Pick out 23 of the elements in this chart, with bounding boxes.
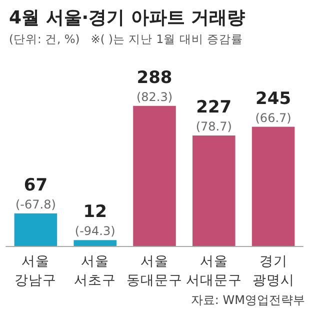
annotation: (78.7) bbox=[196, 120, 232, 134]
data-label: 288 bbox=[136, 68, 172, 88]
chart-subtitle: (단위: 건, %) ※( )는 지난 1월 대비 증감률 bbox=[9, 32, 243, 46]
data-label: 227 bbox=[196, 98, 232, 118]
bar bbox=[14, 213, 58, 246]
bar bbox=[74, 240, 116, 246]
bar bbox=[252, 126, 295, 246]
annotation: (66.7) bbox=[255, 110, 292, 125]
text: 자료: WM영업전략부 bbox=[190, 293, 305, 307]
x-tick-label: 경기 광명시 bbox=[252, 254, 294, 288]
bar bbox=[133, 106, 176, 246]
annotation: (82.3) bbox=[136, 90, 173, 104]
x-tick-label: 서울 서대문구 bbox=[186, 254, 242, 288]
x-tick-label: 서울 강남구 bbox=[14, 254, 57, 288]
data-label: 67 bbox=[24, 175, 48, 196]
chart-title: 4월 서울·경기 아파트 거래량 bbox=[9, 8, 246, 28]
annotation: (-67.8) bbox=[15, 197, 56, 212]
annotation: (-94.3) bbox=[74, 224, 116, 238]
data-label: 12 bbox=[83, 202, 107, 222]
data-label: 245 bbox=[256, 88, 292, 109]
x-tick-label: 서울 동대문구 bbox=[126, 254, 182, 288]
bar bbox=[192, 136, 236, 246]
x-tick-label: 서울 서초구 bbox=[74, 254, 116, 288]
